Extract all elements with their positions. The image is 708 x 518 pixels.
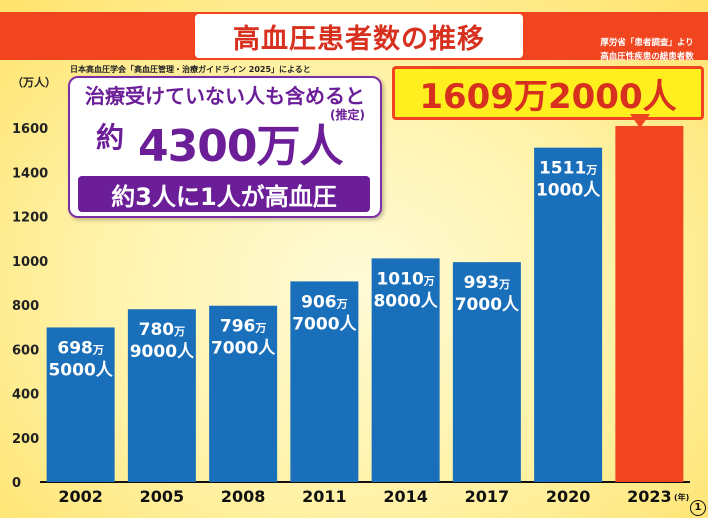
data-label-bottom: 1000人 (536, 181, 601, 201)
data-label-top: 993万 (464, 273, 511, 293)
data-label-bottom: 5000人 (48, 360, 113, 380)
y-tick-label: 1200 (12, 211, 48, 226)
data-label-bottom: 8000人 (373, 291, 438, 311)
data-label-top: 906万 (301, 292, 348, 312)
y-tick-label: 800 (12, 299, 39, 314)
data-label-top: 796万 (220, 317, 267, 337)
y-tick-label: 600 (12, 343, 39, 358)
callout-estimate-label: (推定) (330, 108, 365, 122)
data-label-bottom: 9000人 (130, 342, 195, 362)
data-label-top: 698万 (57, 338, 104, 358)
data-label-bottom: 7000人 (292, 314, 357, 334)
x-tick-label: 2008 (221, 487, 266, 506)
bar (127, 309, 196, 482)
callout-line1: 治療受けていない人も含めると (85, 84, 365, 108)
y-tick-label: 400 (12, 388, 39, 403)
data-label-bottom: 7000人 (211, 339, 276, 359)
y-tick-label: 1600 (12, 122, 48, 137)
y-tick-label: 1000 (12, 255, 48, 270)
highlight-value: 1609万2000人 (392, 66, 704, 120)
y-axis-unit: （万人） (12, 76, 56, 89)
data-label-top: 1010万 (376, 269, 434, 289)
page-number: 1 (690, 500, 706, 516)
guideline-note: 日本高血圧学会「高血圧管理・治療ガイドライン 2025」によると (70, 65, 311, 74)
source-note: 厚労省「患者調査」より 高血圧性疾患の総患者数 (588, 36, 706, 64)
data-label-top: 780万 (139, 320, 186, 340)
data-label-bottom: 7000人 (455, 295, 520, 315)
highlight-pointer (630, 114, 650, 128)
chart-title: 高血圧患者数の推移 (195, 14, 523, 58)
y-tick-label: 1400 (12, 166, 48, 181)
x-tick-label: 2023 (627, 487, 672, 506)
x-tick-label: 2005 (140, 487, 185, 506)
bar (534, 147, 603, 482)
x-tick-label: 2002 (58, 487, 103, 506)
callout-line3: 約3人に1人が高血圧 (78, 176, 370, 212)
callout-big-number: 4300万人 (138, 121, 343, 172)
callout-approx: 約 (96, 121, 125, 154)
x-tick-label: 2011 (302, 487, 347, 506)
bar (290, 281, 359, 482)
data-label-top: 1511万 (539, 159, 597, 179)
bar (371, 258, 440, 482)
x-axis-unit: (年) (674, 492, 689, 502)
x-tick-label: 2014 (383, 487, 428, 506)
bar (452, 262, 521, 482)
source-note-line2: 高血圧性疾患の総患者数 (600, 52, 694, 62)
estimate-callout: 治療受けていない人も含めると (推定) 約 4300万人 約3人に1人が高血圧 (68, 76, 382, 218)
x-tick-label: 2017 (465, 487, 510, 506)
y-tick-label: 200 (12, 432, 39, 447)
bar (46, 327, 115, 482)
source-note-line1: 厚労省「患者調査」より (600, 38, 694, 48)
x-tick-label: 2020 (546, 487, 591, 506)
bar (209, 305, 278, 482)
bar-highlight (615, 125, 684, 482)
y-tick-label: 0 (12, 476, 21, 491)
